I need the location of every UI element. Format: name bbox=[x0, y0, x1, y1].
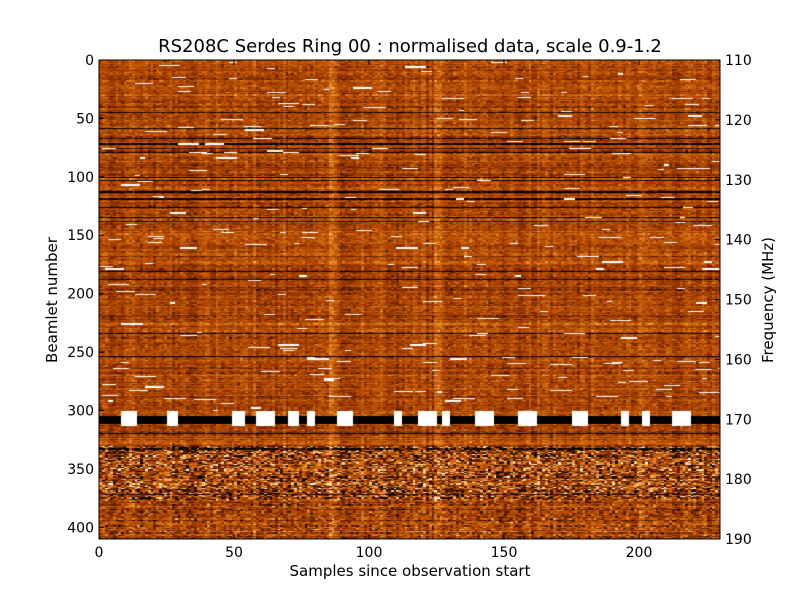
y2-tick-label: 170 bbox=[725, 412, 752, 428]
y2-tick-label: 110 bbox=[725, 53, 752, 69]
y-tick-label: 50 bbox=[76, 111, 94, 127]
y-tick-label: 350 bbox=[67, 462, 94, 478]
y-tick-label: 150 bbox=[67, 228, 94, 244]
y-tick-label: 0 bbox=[85, 53, 94, 69]
y-tick-label: 300 bbox=[67, 403, 94, 419]
y2-tick-label: 180 bbox=[725, 472, 752, 488]
x-tick-label: 0 bbox=[95, 545, 104, 561]
y2-tick-label: 140 bbox=[725, 233, 752, 249]
y-tick-label: 200 bbox=[67, 287, 94, 303]
x-tick-label: 100 bbox=[356, 545, 383, 561]
chart-title: RS208C Serdes Ring 00 : normalised data,… bbox=[158, 36, 662, 57]
y2-tick-label: 150 bbox=[725, 293, 752, 309]
y2-tick-label: 160 bbox=[725, 352, 752, 368]
y2-tick-label: 120 bbox=[725, 113, 752, 129]
x-axis: 0 50 100 150 200 bbox=[95, 60, 653, 561]
y-tick-label: 400 bbox=[67, 520, 94, 536]
x-axis-label: Samples since observation start bbox=[290, 562, 531, 580]
x-tick-label: 200 bbox=[626, 545, 653, 561]
y-axis-left: 0 50 100 150 200 250 300 350 400 bbox=[67, 53, 104, 536]
heatmap-image bbox=[99, 60, 720, 539]
heatmap bbox=[99, 60, 720, 539]
y-tick-label: 250 bbox=[67, 345, 94, 361]
y2-tick-label: 190 bbox=[725, 532, 752, 548]
x-tick-label: 150 bbox=[491, 545, 518, 561]
y-tick-label: 100 bbox=[67, 170, 94, 186]
y-axis-label: Beamlet number bbox=[43, 236, 61, 363]
y2-axis-label: Frequency (MHz) bbox=[759, 237, 777, 363]
y2-tick-label: 130 bbox=[725, 173, 752, 189]
y-axis-right: 110 120 130 140 150 160 170 180 190 bbox=[715, 53, 752, 548]
x-tick-label: 50 bbox=[225, 545, 243, 561]
